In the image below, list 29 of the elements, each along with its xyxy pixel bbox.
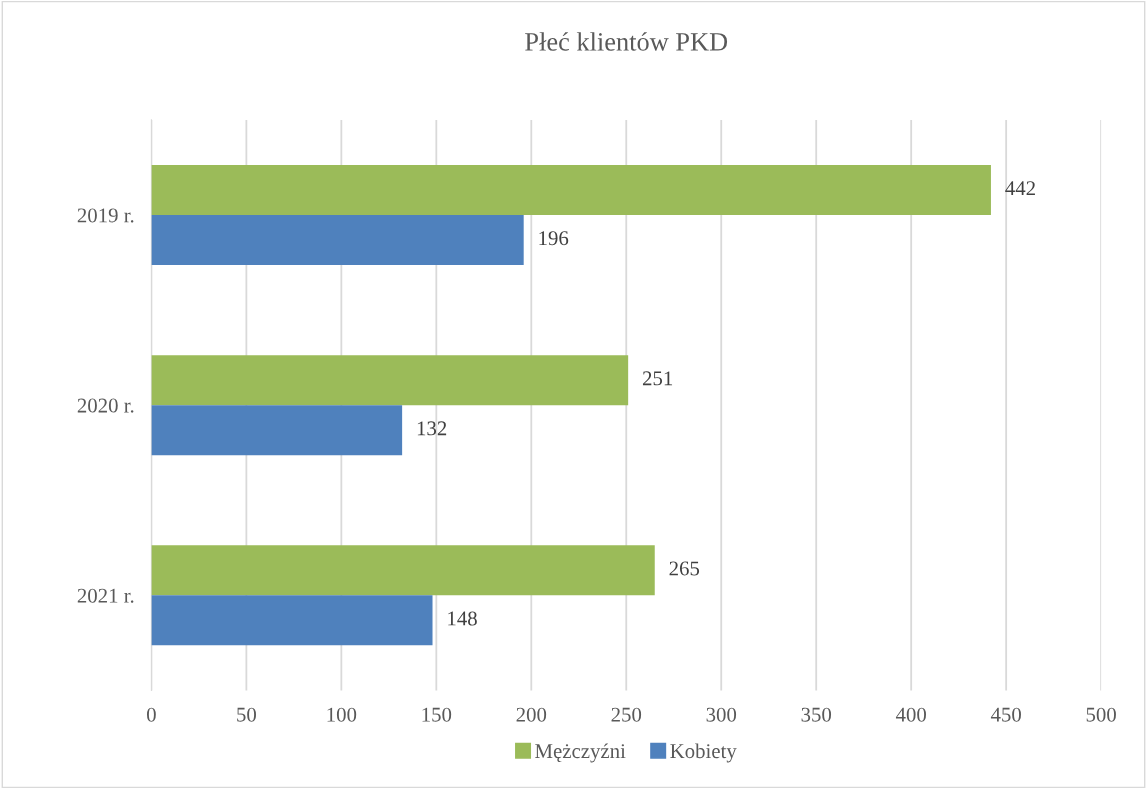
- x-tick-label: 150: [422, 707, 452, 722]
- x-tick-label: 0: [146, 707, 156, 722]
- data-label: 251: [642, 371, 673, 386]
- x-tick-label: 200: [516, 707, 547, 722]
- bar: [151, 405, 403, 456]
- x-tick-label: 100: [327, 707, 357, 722]
- bar: [151, 595, 433, 646]
- data-label: 132: [417, 421, 447, 436]
- x-tick-label: 250: [611, 707, 642, 722]
- data-label: 442: [1005, 181, 1035, 196]
- x-tick-label: 450: [990, 707, 1021, 722]
- bar: [151, 355, 629, 406]
- x-tick-label: 350: [801, 707, 832, 722]
- data-label: 265: [669, 561, 700, 576]
- y-tick-label: 2019 r.: [77, 208, 134, 223]
- legend-label: Kobiety: [670, 743, 737, 763]
- x-tick-label: 400: [895, 707, 927, 722]
- chart-title: Płeć klientów PKD: [525, 32, 728, 51]
- bar: [151, 215, 524, 266]
- y-tick-label: 2021 r.: [77, 588, 134, 603]
- data-label: 148: [448, 611, 477, 626]
- bar: [151, 164, 991, 215]
- x-tick-label: 50: [237, 707, 256, 722]
- data-label: 196: [539, 231, 569, 246]
- y-tick-label: 2020 r.: [77, 398, 134, 413]
- x-tick-label: 300: [706, 707, 737, 722]
- bar: [151, 545, 655, 596]
- legend-label: Mężczyźni: [535, 743, 626, 763]
- x-tick-label: 500: [1086, 707, 1116, 722]
